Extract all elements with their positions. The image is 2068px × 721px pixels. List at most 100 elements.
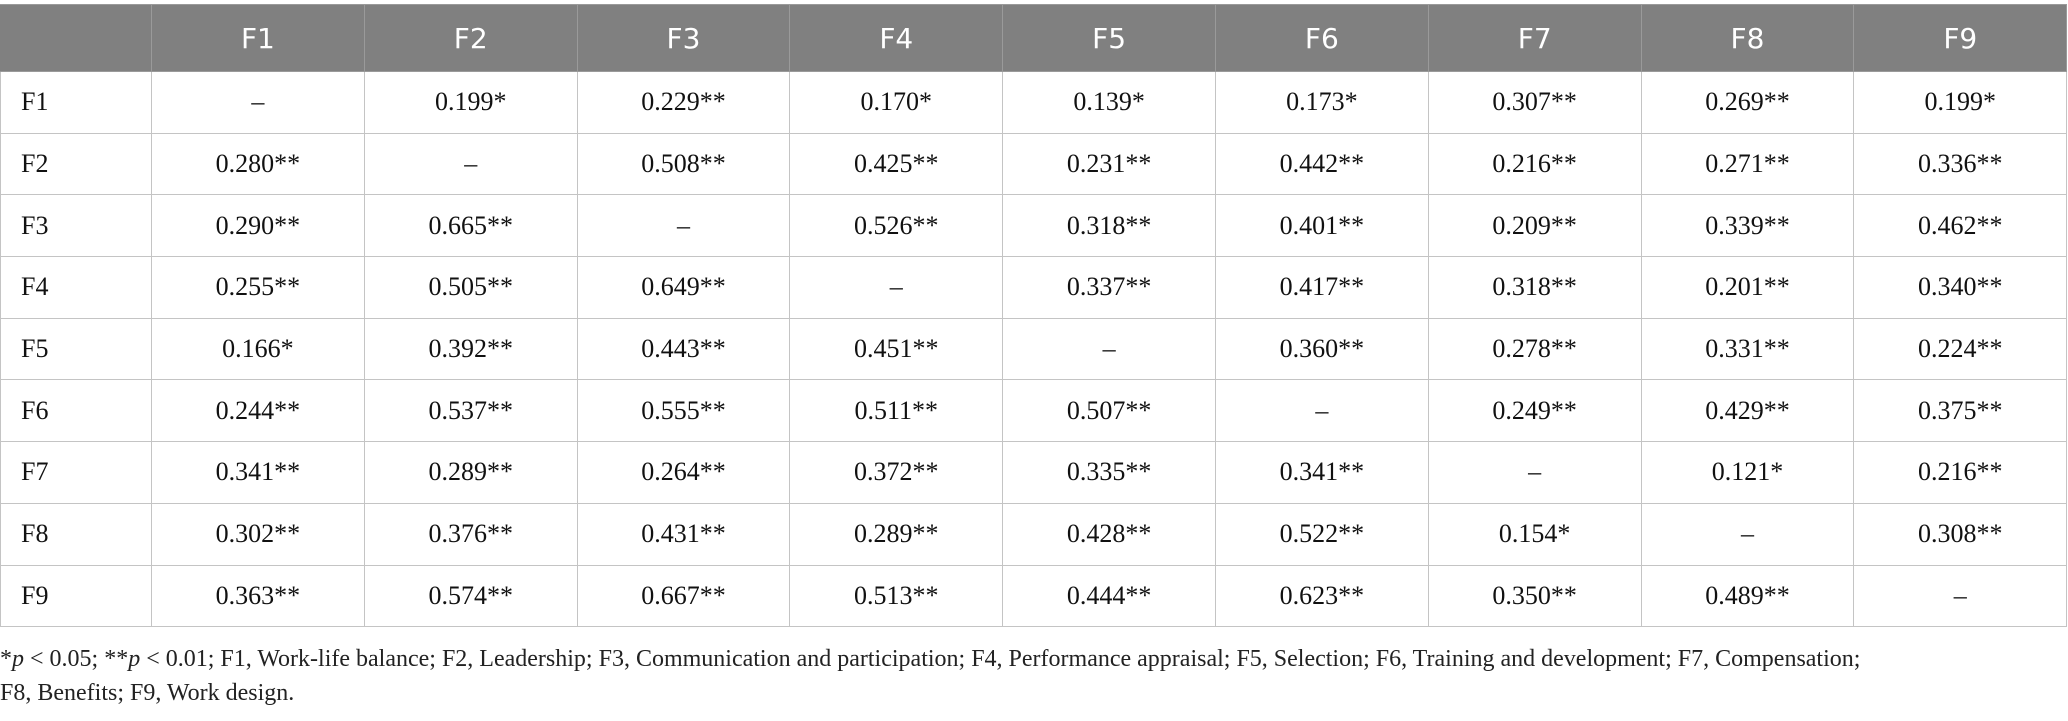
table-cell: 0.511** (789, 379, 1004, 443)
table-cell: 0.302** (151, 502, 365, 566)
table-cell: 0.229** (576, 71, 791, 134)
table-row: F5 0.166* 0.392** 0.443** 0.451** – 0.36… (0, 317, 2068, 381)
table-cell: 0.216** (1427, 132, 1642, 196)
correlation-table-container: F1 F2 F3 F4 F5 F6 F7 F8 F9 F1 – 0.199* 0… (0, 4, 2068, 628)
table-cell: 0.318** (1427, 256, 1642, 319)
table-cell: 0.335** (1002, 441, 1216, 504)
table-cell: – (789, 256, 1004, 319)
table-cell: 0.372** (789, 441, 1004, 504)
header-row: F1 F2 F3 F4 F5 F6 F7 F8 F9 (0, 4, 2068, 72)
table-cell: 0.360** (1214, 317, 1429, 381)
table-cell: 0.428** (1002, 502, 1216, 566)
table-cell: 0.376** (363, 502, 578, 566)
table-body: F1 – 0.199* 0.229** 0.170* 0.139* 0.173*… (0, 71, 2068, 628)
table-cell: 0.623** (1214, 564, 1429, 628)
table-cell: 0.339** (1640, 194, 1855, 258)
table-cell: 0.442** (1214, 132, 1429, 196)
table-cell: – (151, 71, 365, 134)
table-cell: 0.209** (1427, 194, 1642, 258)
table-cell: 0.331** (1640, 317, 1855, 381)
table-cell: – (1640, 502, 1855, 566)
table-cell: 0.363** (151, 564, 365, 628)
table-cell: 0.425** (789, 132, 1004, 196)
table-cell: 0.508** (576, 132, 791, 196)
table-cell: 0.341** (1214, 441, 1429, 504)
table-cell: 0.290** (151, 194, 365, 258)
table-cell: 0.271** (1640, 132, 1855, 196)
table-cell: 0.307** (1427, 71, 1642, 134)
table-cell: 0.336** (1853, 132, 2068, 196)
footnote-sig1-p: p (12, 646, 24, 672)
table-cell: 0.255** (151, 256, 365, 319)
table-cell: 0.513** (789, 564, 1004, 628)
row-label: F8 (0, 502, 152, 566)
table-cell: – (1002, 317, 1216, 381)
table-cell: 0.216** (1853, 441, 2068, 504)
column-header: F6 (1214, 4, 1429, 72)
table-cell: 0.166* (151, 317, 365, 381)
table-cell: 0.199* (1853, 71, 2068, 134)
table-cell: – (1427, 441, 1642, 504)
column-header: F3 (576, 4, 791, 72)
table-cell: 0.289** (363, 441, 578, 504)
table-cell: 0.231** (1002, 132, 1216, 196)
column-header: F2 (363, 4, 578, 72)
table-cell: 0.173* (1214, 71, 1429, 134)
row-label: F7 (0, 441, 152, 504)
table-row: F6 0.244** 0.537** 0.555** 0.511** 0.507… (0, 379, 2068, 443)
table-cell: 0.574** (363, 564, 578, 628)
column-header: F8 (1640, 4, 1855, 72)
table-cell: 0.392** (363, 317, 578, 381)
table-cell: 0.451** (789, 317, 1004, 381)
correlation-table: F1 F2 F3 F4 F5 F6 F7 F8 F9 F1 – 0.199* 0… (0, 4, 2068, 628)
table-cell: 0.340** (1853, 256, 2068, 319)
table-cell: 0.318** (1002, 194, 1216, 258)
footnote-line-2: F8, Benefits; F9, Work design. (0, 680, 295, 706)
footnote-sig2-p: p (128, 646, 141, 672)
row-label: F5 (0, 317, 152, 381)
table-cell: 0.649** (576, 256, 791, 319)
table-cell: 0.170* (789, 71, 1004, 134)
row-label: F2 (0, 132, 152, 196)
table-cell: 0.537** (363, 379, 578, 443)
table-cell: 0.417** (1214, 256, 1429, 319)
table-cell: 0.522** (1214, 502, 1429, 566)
table-cell: 0.139* (1002, 71, 1216, 134)
row-label: F1 (0, 71, 152, 134)
footnote-sig1-star: * (0, 646, 12, 672)
footnote-sig1-text: < 0.05; (24, 646, 105, 672)
table-cell: – (363, 132, 578, 196)
table-cell: 0.375** (1853, 379, 2068, 443)
row-label: F6 (0, 379, 152, 443)
table-cell: 0.350** (1427, 564, 1642, 628)
column-header: F1 (151, 4, 365, 72)
table-cell: 0.667** (576, 564, 791, 628)
table-cell: 0.401** (1214, 194, 1429, 258)
table-row: F1 – 0.199* 0.229** 0.170* 0.139* 0.173*… (0, 71, 2068, 134)
table-row: F2 0.280** – 0.508** 0.425** 0.231** 0.4… (0, 132, 2068, 196)
table-cell: 0.201** (1640, 256, 1855, 319)
table-cell: 0.555** (576, 379, 791, 443)
header-corner-cell (0, 4, 152, 72)
row-label: F3 (0, 194, 152, 258)
table-cell: 0.462** (1853, 194, 2068, 258)
table-cell: 0.665** (363, 194, 578, 258)
table-cell: 0.269** (1640, 71, 1855, 134)
table-cell: 0.121* (1640, 441, 1855, 504)
table-cell: 0.337** (1002, 256, 1216, 319)
table-header: F1 F2 F3 F4 F5 F6 F7 F8 F9 (0, 4, 2068, 72)
table-cell: 0.280** (151, 132, 365, 196)
table-cell: – (1853, 564, 2068, 628)
column-header: F9 (1853, 4, 2068, 72)
table-row: F8 0.302** 0.376** 0.431** 0.289** 0.428… (0, 502, 2068, 566)
table-cell: 0.429** (1640, 379, 1855, 443)
table-row: F7 0.341** 0.289** 0.264** 0.372** 0.335… (0, 441, 2068, 504)
table-row: F4 0.255** 0.505** 0.649** – 0.337** 0.4… (0, 256, 2068, 319)
table-cell: 0.489** (1640, 564, 1855, 628)
footnote-sig2-text: < 0.01; F1, Work-life balance; F2, Leade… (140, 646, 1861, 672)
table-cell: 0.154* (1427, 502, 1642, 566)
table-cell: 0.278** (1427, 317, 1642, 381)
table-footnote: *p < 0.05; **p < 0.01; F1, Work-life bal… (0, 642, 2060, 710)
column-header: F4 (789, 4, 1004, 72)
table-cell: 0.507** (1002, 379, 1216, 443)
